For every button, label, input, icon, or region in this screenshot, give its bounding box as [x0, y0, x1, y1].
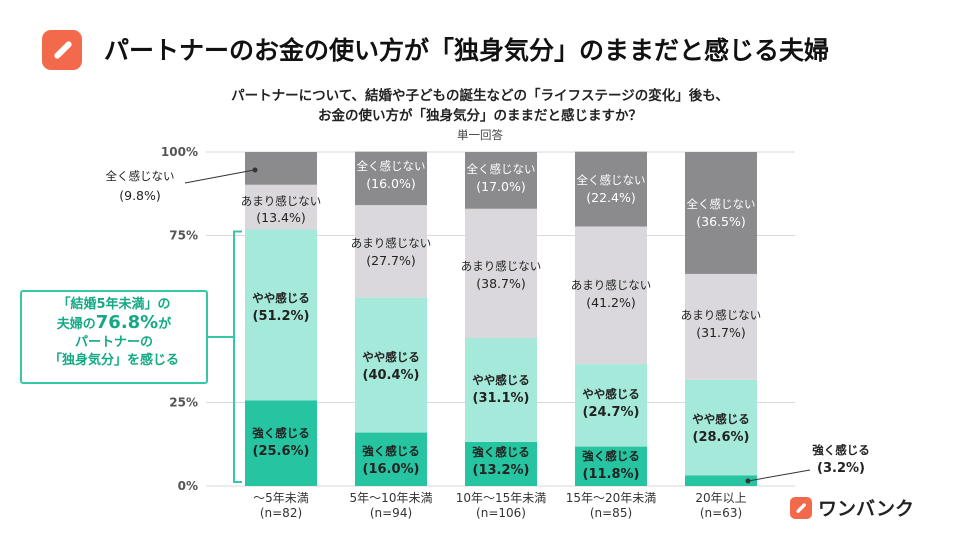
x-tick-label: 5年〜10年未満 — [350, 491, 433, 505]
leader-dot — [252, 167, 258, 173]
data-label-value-none: (22.4%) — [586, 190, 635, 205]
leader-line — [747, 469, 811, 482]
callout-box: 「結婚5年未満」の 夫婦の76.8%が パートナーの 「独身気分」を感じる — [20, 290, 208, 384]
bar-strong — [575, 446, 647, 486]
data-label-value-somewhat: (31.1%) — [473, 391, 530, 406]
bar-strong — [465, 441, 537, 486]
highlight-bracket — [233, 230, 242, 483]
data-label-name-strong: 強く感じる — [362, 444, 420, 458]
bar-little — [245, 184, 317, 230]
data-label-value-none: (17.0%) — [476, 179, 525, 194]
logo-pencil-icon — [42, 30, 82, 70]
data-label-name-somewhat: やや感じる — [472, 373, 530, 387]
data-label-name-none: 全く感じない — [106, 169, 175, 183]
page-title: パートナーのお金の使い方が「独身気分」のままだと感じる夫婦 — [104, 36, 830, 65]
data-label-name-strong: 強く感じる — [252, 426, 310, 440]
data-label-value-none: (36.5%) — [696, 214, 745, 229]
data-label-value-somewhat: (40.4%) — [363, 368, 420, 383]
bar-none — [575, 151, 647, 227]
data-label-name-none: 全く感じない — [687, 197, 756, 211]
data-label-name-little: あまり感じない — [241, 194, 322, 208]
x-tick-label: 〜5年未満 — [253, 491, 309, 505]
leader-line — [184, 169, 255, 184]
data-label-name-strong: 強く感じる — [472, 445, 530, 459]
chart-question-line2: お金の使い方が「独身気分」のままだと感じますか？ — [318, 108, 642, 124]
data-label-name-somewhat: やや感じる — [692, 412, 750, 426]
y-tick-label: 100% — [161, 145, 198, 159]
data-label-name-none: 全く感じない — [357, 159, 426, 173]
data-label-value-none: (9.8%) — [119, 188, 161, 203]
data-label-value-none: (16.0%) — [366, 176, 415, 191]
data-label-value-little: (38.7%) — [476, 276, 525, 291]
bar-none — [355, 151, 427, 206]
brand-name: ワンバンク — [818, 498, 914, 520]
leader-dot — [745, 478, 751, 484]
answer-type-note: 単一回答 — [457, 128, 503, 142]
data-label-value-little: (27.7%) — [366, 253, 415, 268]
callout-line3: パートナーの — [74, 335, 153, 350]
sample-size-label: (n=63) — [700, 506, 742, 520]
bar-somewhat — [575, 364, 647, 447]
y-tick-label: 0% — [178, 479, 198, 493]
data-label-value-strong: (25.6%) — [253, 444, 310, 459]
sample-size-label: (n=85) — [590, 506, 632, 520]
data-label-name-somewhat: やや感じる — [252, 291, 310, 305]
bar-somewhat — [685, 379, 757, 476]
x-tick-label: 20年以上 — [695, 491, 746, 505]
data-label-name-little: あまり感じない — [351, 236, 432, 250]
sample-size-label: (n=94) — [370, 506, 412, 520]
callout-value: 76.8% — [95, 312, 159, 333]
bar-none — [465, 152, 537, 209]
y-tick-label: 75% — [169, 229, 198, 243]
bar-little — [465, 208, 537, 339]
bar-strong — [355, 432, 427, 486]
callout-line1: 「結婚5年未満」の — [57, 297, 171, 312]
callout-line2: 夫婦の76.8%が — [22, 314, 206, 334]
data-label-name-little: あまり感じない — [461, 259, 542, 273]
data-label-name-none: 全く感じない — [467, 162, 536, 176]
bar-strong — [245, 400, 317, 486]
data-label-name-little: あまり感じない — [571, 278, 652, 292]
bar-strong — [685, 475, 757, 486]
data-label-value-strong: (13.2%) — [473, 463, 530, 478]
sample-size-label: (n=82) — [260, 506, 302, 520]
data-label-value-strong: (16.0%) — [363, 462, 420, 477]
data-label-value-little: (13.4%) — [256, 210, 305, 225]
data-label-name-little: あまり感じない — [681, 308, 762, 322]
chart-question-line1: パートナーについて、結婚や子どもの誕生などの「ライフステージの変化」後も、 — [231, 88, 729, 104]
callout-prefix: 夫婦の — [56, 317, 96, 332]
bar-little — [575, 226, 647, 365]
bar-none — [245, 152, 317, 185]
data-label-value-somewhat: (51.2%) — [253, 309, 310, 324]
data-label-name-somewhat: やや感じる — [582, 387, 640, 401]
sample-size-label: (n=106) — [476, 506, 526, 520]
bar-little — [685, 273, 757, 380]
data-label-value-little: (31.7%) — [696, 325, 745, 340]
data-label-name-none: 全く感じない — [577, 173, 646, 187]
data-label-value-little: (41.2%) — [586, 295, 635, 310]
data-label-name-somewhat: やや感じる — [362, 350, 420, 364]
data-label-value-somewhat: (28.6%) — [693, 430, 750, 445]
bar-somewhat — [245, 229, 317, 401]
bar-little — [355, 205, 427, 298]
x-tick-label: 15年〜20年未満 — [566, 491, 657, 505]
data-label-value-strong: (11.8%) — [583, 467, 640, 482]
data-label-value-somewhat: (24.7%) — [583, 405, 640, 420]
bar-none — [685, 152, 757, 274]
data-label-name-strong: 強く感じる — [812, 443, 870, 457]
bar-somewhat — [355, 297, 427, 433]
callout-suffix: が — [158, 317, 172, 332]
pencil-icon — [790, 496, 812, 519]
callout-line4: 「独身気分」を感じる — [48, 353, 179, 368]
data-label-name-strong: 強く感じる — [582, 449, 640, 463]
brand-logo: ワンバンク — [790, 494, 914, 521]
y-tick-label: 25% — [169, 396, 198, 410]
bar-somewhat — [465, 338, 537, 442]
data-label-value-strong: (3.2%) — [817, 461, 865, 476]
x-tick-label: 10年〜15年未満 — [456, 491, 547, 505]
